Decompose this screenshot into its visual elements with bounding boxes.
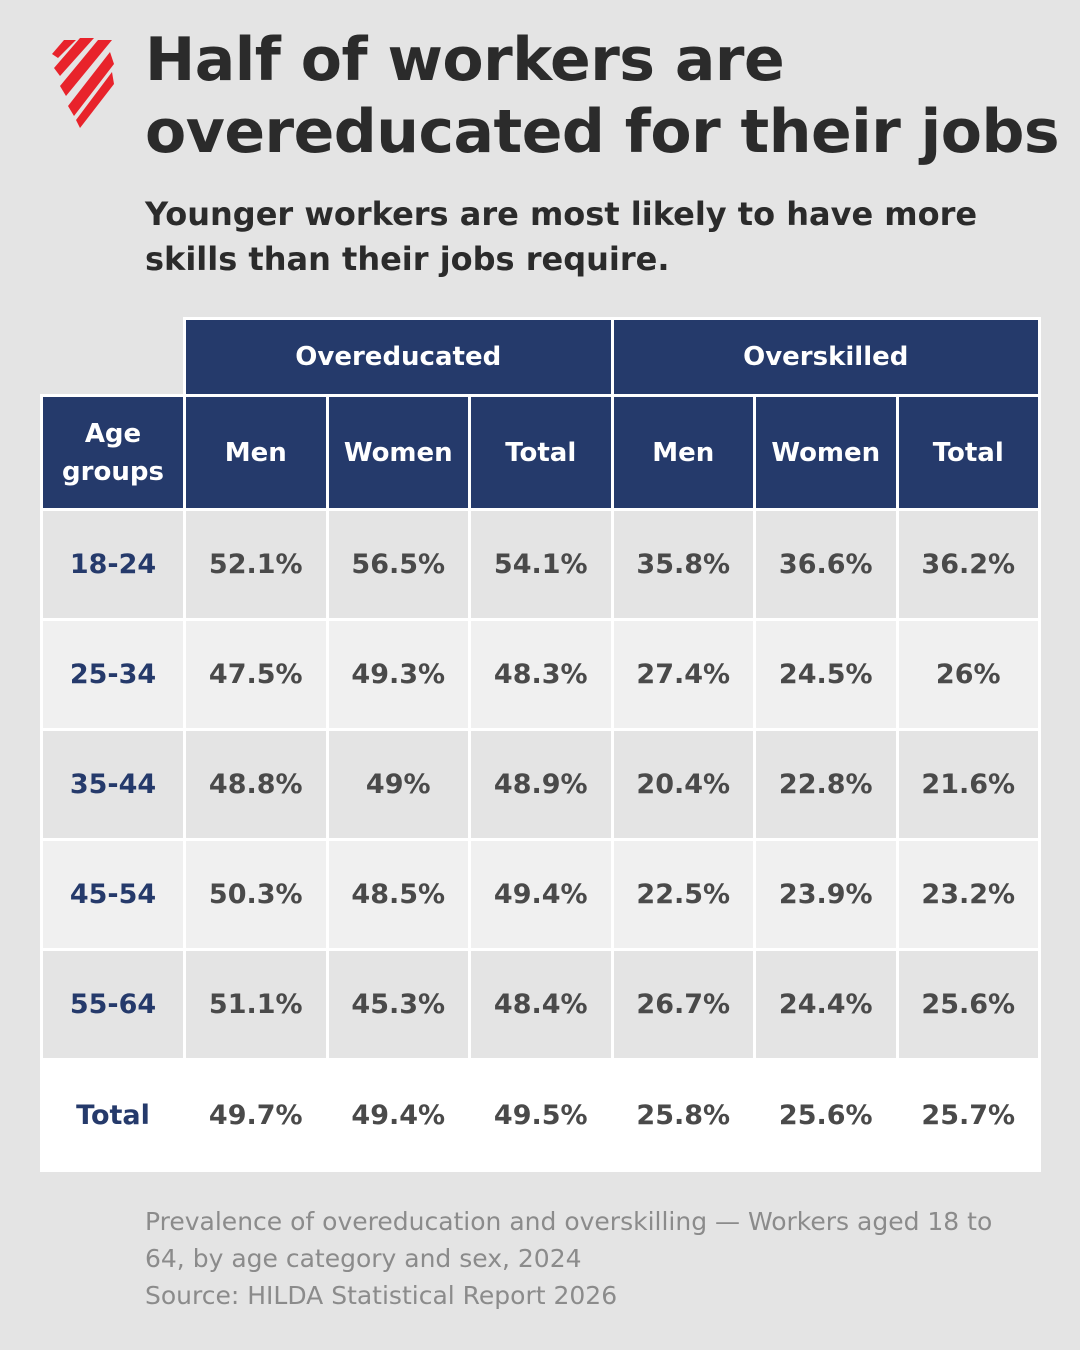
table-cell-value: 26.7%: [610, 948, 756, 1061]
table-cell-value: 47.5%: [183, 618, 329, 731]
table-row: 55-64 51.1% 45.3% 48.4% 26.7% 24.4% 25.6%: [40, 948, 1041, 1061]
table-cell-value: 52.1%: [183, 508, 329, 621]
row-label-age-group: Total: [40, 1058, 186, 1172]
column-header-overskilled-men: Men: [610, 394, 756, 511]
table-cell-value: 49.4%: [468, 838, 614, 951]
column-header-overeducated-men: Men: [183, 394, 329, 511]
table-total-row: Total 49.7% 49.4% 49.5% 25.8% 25.6% 25.7%: [40, 1058, 1041, 1172]
table-row: 35-44 48.8% 49% 48.9% 20.4% 22.8% 21.6%: [40, 728, 1041, 841]
data-table: Overeducated Overskilled Age groups Men …: [40, 317, 1041, 1172]
column-header-overeducated-women: Women: [325, 394, 471, 511]
column-header-overskilled-total: Total: [895, 394, 1041, 511]
table-cell-value: 48.9%: [468, 728, 614, 841]
table-body: 18-24 52.1% 56.5% 54.1% 35.8% 36.6% 36.2% 25-34…: [40, 508, 1041, 1172]
table-cell-value: 23.2%: [895, 838, 1041, 951]
table-cell-value: 49.7%: [183, 1058, 329, 1172]
group-header-overeducated: Overeducated: [183, 317, 614, 397]
footnote-source: Source: HILDA Statistical Report 2026: [145, 1281, 618, 1310]
page-title: Half of workers are overeducated for the…: [145, 25, 1060, 167]
table-cell-value: 50.3%: [183, 838, 329, 951]
column-header-overeducated-total: Total: [468, 394, 614, 511]
table-cell-value: 22.8%: [753, 728, 899, 841]
table-cell-value: 48.8%: [183, 728, 329, 841]
table-cell-value: 51.1%: [183, 948, 329, 1061]
table-cell-value: 25.7%: [895, 1058, 1041, 1172]
corner-blank-cell: [40, 317, 186, 397]
table-cell-value: 25.8%: [610, 1058, 756, 1172]
table-cell-value: 27.4%: [610, 618, 756, 731]
table-cell-value: 36.2%: [895, 508, 1041, 621]
table-row: 45-54 50.3% 48.5% 49.4% 22.5% 23.9% 23.2%: [40, 838, 1041, 951]
table-cell-value: 35.8%: [610, 508, 756, 621]
group-header-overskilled: Overskilled: [610, 317, 1041, 397]
footnote: Prevalence of overeducation and overskil…: [145, 1203, 1005, 1314]
column-header-overskilled-women: Women: [753, 394, 899, 511]
table-cell-value: 48.5%: [325, 838, 471, 951]
table-cell-value: 54.1%: [468, 508, 614, 621]
row-label-age-group: 35-44: [40, 728, 186, 841]
table-cell-value: 22.5%: [610, 838, 756, 951]
table-cell-value: 23.9%: [753, 838, 899, 951]
row-label-age-group: 18-24: [40, 508, 186, 621]
table-cell-value: 26%: [895, 618, 1041, 731]
row-label-age-group: 25-34: [40, 618, 186, 731]
table-cell-value: 25.6%: [895, 948, 1041, 1061]
table-cell-value: 24.4%: [753, 948, 899, 1061]
table-cell-value: 24.5%: [753, 618, 899, 731]
table-cell-value: 48.3%: [468, 618, 614, 731]
table-cell-value: 56.5%: [325, 508, 471, 621]
table-cell-value: 49.5%: [468, 1058, 614, 1172]
table-cell-value: 25.6%: [753, 1058, 899, 1172]
table-row: 18-24 52.1% 56.5% 54.1% 35.8% 36.6% 36.2%: [40, 508, 1041, 621]
table-cell-value: 49.4%: [325, 1058, 471, 1172]
table-cell-value: 49.3%: [325, 618, 471, 731]
row-label-age-group: 45-54: [40, 838, 186, 951]
sbs-logo-icon: [52, 38, 114, 128]
row-label-age-group: 55-64: [40, 948, 186, 1061]
table-cell-value: 49%: [325, 728, 471, 841]
column-header-age-groups: Age groups: [40, 394, 186, 511]
page-subtitle: Younger workers are most likely to have …: [145, 195, 978, 278]
table-cell-value: 21.6%: [895, 728, 1041, 841]
table-cell-value: 45.3%: [325, 948, 471, 1061]
table-cell-value: 36.6%: [753, 508, 899, 621]
footnote-caption: Prevalence of overeducation and overskil…: [145, 1207, 993, 1273]
table-cell-value: 20.4%: [610, 728, 756, 841]
table-row: 25-34 47.5% 49.3% 48.3% 27.4% 24.5% 26%: [40, 618, 1041, 731]
table-cell-value: 48.4%: [468, 948, 614, 1061]
